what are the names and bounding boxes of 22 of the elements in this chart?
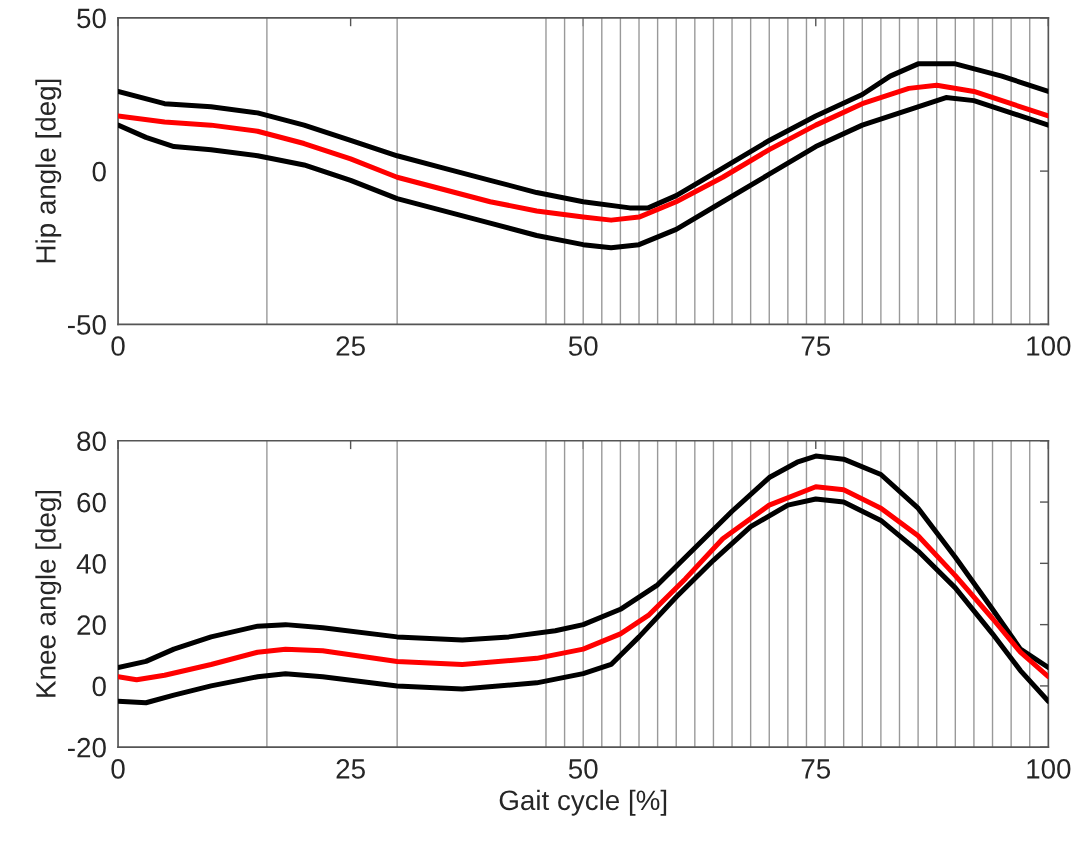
x-tick-label: 25 [336,336,365,356]
x-tick-label: 50 [568,336,598,356]
x-tick-label: 100 [1027,759,1071,779]
y-tick-label: 0 [92,676,106,697]
y-tick-label: 0 [92,161,106,182]
x-tick-label: 75 [801,759,831,779]
x-tick-label: 0 [111,759,125,779]
x-tick-label: 100 [1027,336,1071,356]
y-tick-label: 40 [76,554,106,574]
y-axis-title: Knee angle [deg] [35,490,62,697]
x-tick-label: 50 [568,759,598,779]
y-tick-label: 20 [77,615,106,635]
y-axis-title: Hip angle [deg] [35,79,62,263]
y-tick-label: -20 [68,737,106,758]
y-tick-label: 60 [77,492,106,513]
x-tick-label: 25 [336,759,365,779]
x-tick-label: 75 [801,336,831,356]
y-tick-label: 80 [77,431,106,452]
x-axis-title: Gait cycle [%] [499,789,667,816]
x-tick-label: 0 [111,336,125,356]
y-tick-label: 50 [77,8,106,29]
y-tick-label: -50 [68,314,106,335]
